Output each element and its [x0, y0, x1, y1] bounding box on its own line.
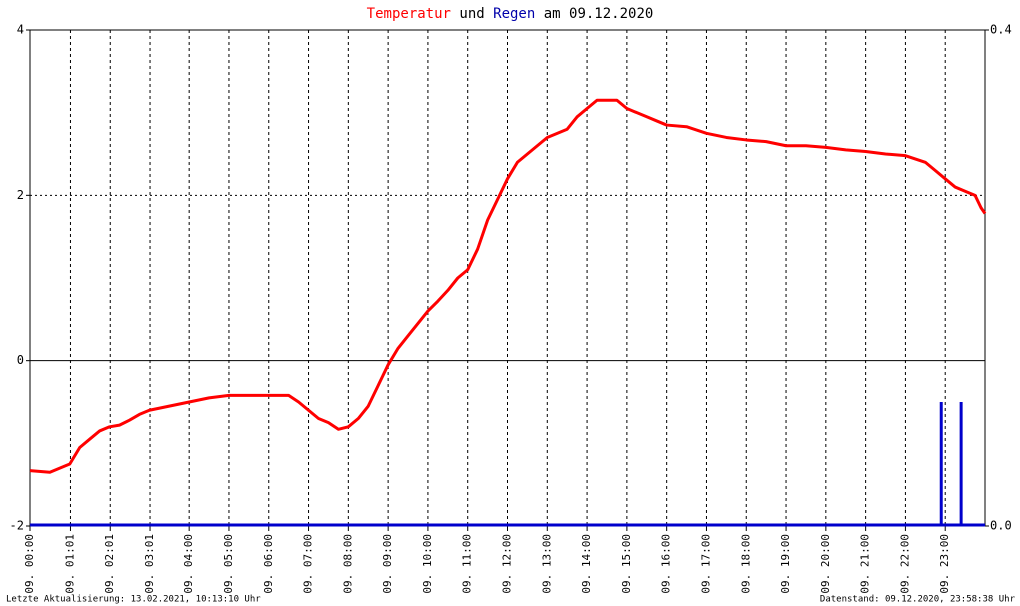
x-tick-label: 09. 05:00 [222, 534, 235, 594]
x-tick-label: 09. 17:00 [699, 534, 712, 594]
x-tick-label: 09. 11:00 [461, 534, 474, 594]
y-tick-label: 4 [17, 23, 24, 37]
x-tick-label: 09. 06:00 [262, 534, 275, 594]
y-tick-label: 0 [17, 353, 24, 367]
x-tick-label: 09. 20:00 [819, 534, 832, 594]
x-tick-label: 09. 23:00 [938, 534, 951, 594]
title-temp: Temperatur [367, 6, 451, 22]
x-tick-label: 09. 18:00 [739, 534, 752, 594]
x-tick-label: 09. 09:00 [381, 534, 394, 594]
x-tick-label: 09. 07:00 [302, 534, 315, 594]
temperature-line [29, 98, 987, 474]
x-tick-label: 09. 22:00 [898, 534, 911, 594]
y-tick-label: -2 [10, 519, 24, 533]
title-connector: und [459, 6, 484, 22]
x-tick-label: 09. 13:00 [540, 534, 553, 594]
x-tick-label: 09. 10:00 [421, 534, 434, 594]
y2-tick-label: 0.0 [990, 519, 1012, 533]
footer-right: Datenstand: 09.12.2020, 23:58:38 Uhr [820, 595, 1016, 605]
y-tick-label: 2 [17, 188, 24, 202]
x-tick-label: 09. 12:00 [501, 534, 514, 594]
x-tick-label: 09. 03:01 [143, 534, 156, 594]
y2-tick-label: 0.4 [990, 23, 1012, 37]
x-tick-label: 09. 01:01 [63, 534, 76, 594]
x-tick-label: 09. 02:01 [103, 534, 116, 594]
x-tick-label: 09. 08:00 [341, 534, 354, 594]
x-tick-label: 09. 21:00 [859, 534, 872, 594]
title-date: am 09.12.2020 [544, 6, 654, 22]
x-tick-label: 09. 19:00 [779, 534, 792, 594]
chart-title: Temperatur und Regen am 09.12.2020 [367, 6, 654, 22]
x-tick-label: 09. 04:00 [182, 534, 195, 594]
footer-left: Letzte Aktualisierung: 13.02.2021, 10:13… [6, 595, 261, 605]
x-tick-label: 09. 15:00 [620, 534, 633, 594]
title-rain: Regen [493, 6, 535, 22]
x-tick-label: 09. 16:00 [660, 534, 673, 594]
x-tick-label: 09. 14:00 [580, 534, 593, 594]
x-tick-label: 09. 00:00 [23, 534, 36, 594]
